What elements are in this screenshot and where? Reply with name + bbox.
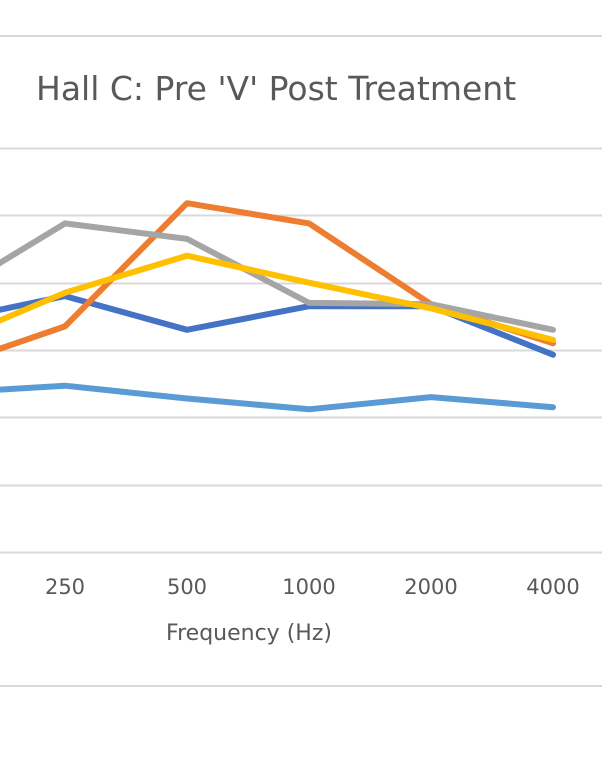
x-tick-labels: 250 500 1000 2000 4000: [45, 575, 580, 599]
series-line-5: [0, 252, 556, 343]
x-axis-title: Frequency (Hz): [166, 621, 332, 646]
x-tick-label: 500: [167, 575, 207, 599]
x-tick-label: 1000: [282, 575, 335, 599]
x-tick-label: 4000: [526, 575, 579, 599]
chart-title: Hall C: Pre 'V' Post Treatment: [36, 69, 516, 108]
x-tick-label: 2000: [404, 575, 457, 599]
x-tick-label: 250: [45, 575, 85, 599]
gridlines: [0, 147, 602, 554]
series-line-1: [0, 382, 556, 413]
series-lines: [0, 200, 556, 413]
